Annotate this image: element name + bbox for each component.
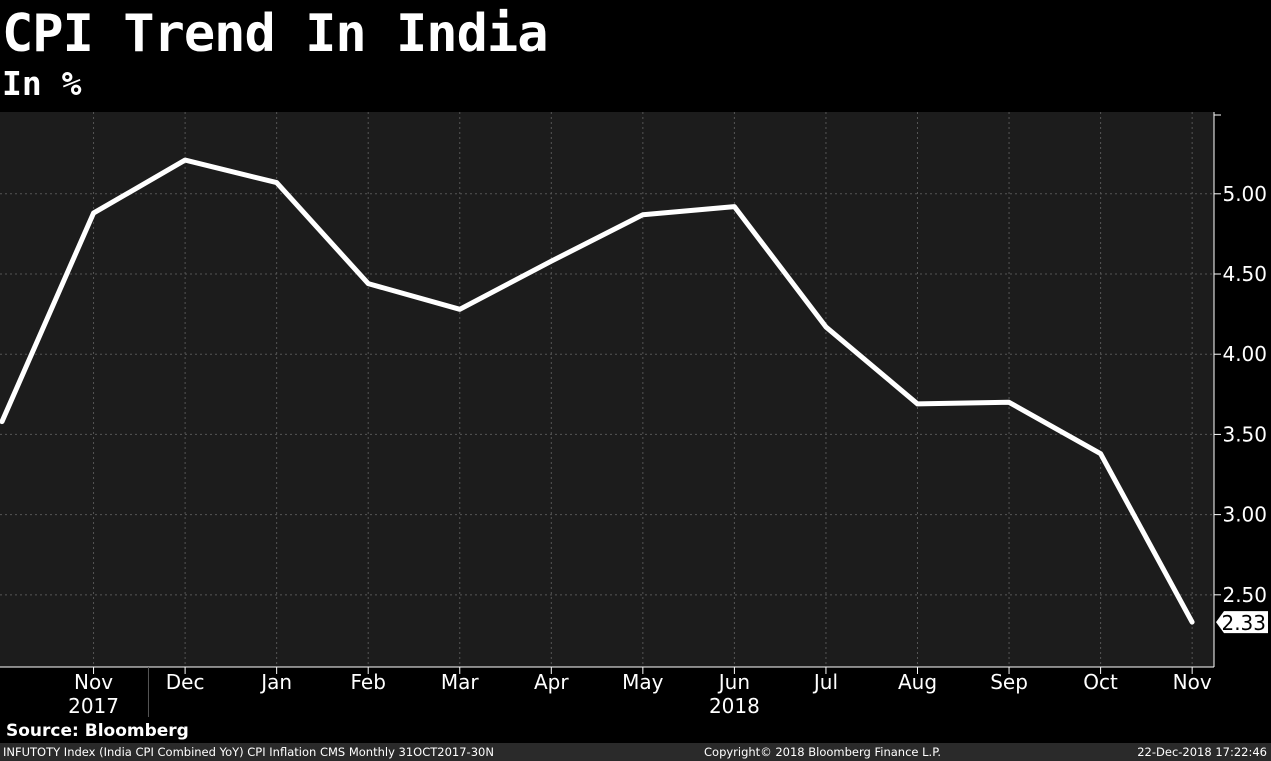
x-year-label: 2018: [709, 694, 760, 718]
x-tick-label: Jan: [259, 670, 292, 694]
y-tick-label: 4.00: [1222, 342, 1267, 366]
last-value-label: 2.33: [1221, 611, 1266, 635]
x-tick-label: Jul: [812, 670, 838, 694]
x-tick-label: May: [622, 670, 664, 694]
x-tick-label: Sep: [990, 670, 1028, 694]
footer-timestamp: 22-Dec-2018 17:22:46: [1137, 745, 1267, 759]
cpi-series-line: [0, 157, 1195, 625]
footer-index-description: INFUTOTY Index (India CPI Combined YoY) …: [3, 745, 494, 759]
x-tick-label: Nov: [1173, 670, 1212, 694]
footer-bar: INFUTOTY Index (India CPI Combined YoY) …: [0, 743, 1271, 761]
line-chart: 2.50 3.00 3.50 4.00 4.50 5.00 Nov Dec Jan Feb Mar A…: [0, 112, 1268, 718]
y-tick-label: 2.50: [1222, 583, 1267, 607]
y-tick-label: 5.00: [1222, 182, 1267, 206]
x-tick-label: Feb: [350, 670, 385, 694]
x-tick-label: Mar: [441, 670, 480, 694]
chart-subtitle: In %: [2, 64, 82, 103]
x-tick-label: Apr: [534, 670, 569, 694]
x-tick-label: Oct: [1083, 670, 1118, 694]
last-value-tag: [1216, 611, 1268, 634]
footer-copyright: Copyright© 2018 Bloomberg Finance L.P.: [704, 745, 941, 759]
y-tick-label: 3.50: [1222, 422, 1267, 446]
y-tick-label: 3.00: [1222, 503, 1267, 527]
y-tick-label: 4.50: [1222, 262, 1267, 286]
x-tick-label: Nov: [74, 670, 113, 694]
x-tick-label: Dec: [166, 670, 205, 694]
x-tick-label: Jun: [717, 670, 750, 694]
chart-title: CPI Trend In India: [2, 4, 549, 64]
plot-area: [0, 112, 1214, 667]
x-year-label: 2017: [68, 694, 119, 718]
x-tick-label: Aug: [898, 670, 937, 694]
source-label: Source: Bloomberg: [6, 721, 189, 741]
